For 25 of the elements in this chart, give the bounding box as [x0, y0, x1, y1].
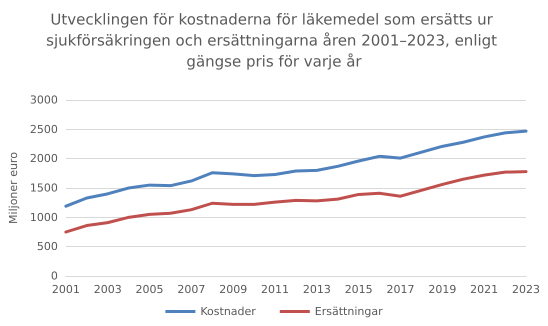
line-series	[64, 130, 528, 208]
x-tick-label: 2009	[219, 283, 248, 296]
y-tick-label: 2000	[30, 152, 58, 166]
x-tick-label: 2013	[302, 283, 331, 296]
x-tick-label: 2023	[512, 283, 540, 296]
legend-label: Ersättningar	[314, 305, 384, 318]
chart-title: Utvecklingen för kostnaderna för läkemedel som ersätts ur sjukförsäkringen och ersättningarna åren 2001–2023, enligt gängse pris för varje år	[46, 10, 502, 70]
x-tick-label: 2017	[386, 283, 415, 296]
x-tick-label: 2003	[94, 283, 122, 296]
x-tick-label: 2011	[261, 283, 290, 296]
x-tick-label: 2007	[177, 283, 206, 296]
y-tick-label: 0	[50, 270, 58, 282]
y-tick-label: 3000	[30, 94, 58, 106]
legend-label: Kostnader	[200, 305, 256, 318]
x-tick-label: 2005	[136, 283, 164, 296]
x-tick-label: 2001	[52, 283, 80, 296]
y-tick-label: 1000	[30, 210, 58, 224]
y-tick-label: 500	[36, 240, 58, 254]
x-tick-label: 2015	[344, 283, 373, 296]
y-tick-label: 1500	[30, 182, 58, 194]
y-tick-label: 2500	[30, 122, 58, 136]
y-axis-title: Miljoner euro	[7, 152, 20, 224]
x-tick-label: 2021	[470, 283, 498, 296]
x-tick-label: 2019	[428, 283, 456, 296]
line-series	[64, 170, 528, 234]
